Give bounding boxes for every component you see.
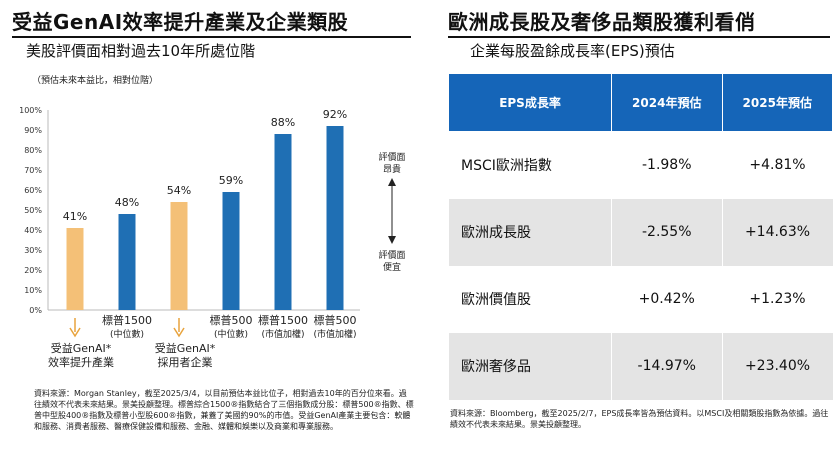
right-subtitle: 企業每股盈餘成長率(EPS)預估 [470, 42, 675, 60]
right-title: 歐洲成長股及奢侈品類股獲利看俏 [448, 10, 756, 34]
x-tick-sublabel: (中位數) [110, 328, 144, 340]
eps-header-2025: 2025年預估 [721, 73, 833, 132]
y-tick-label: 60% [24, 186, 42, 195]
right-title-rule [448, 36, 830, 38]
y-tick-label: 10% [24, 286, 42, 295]
row-name: 歐洲成長股 [447, 198, 612, 266]
callout-line2: 採用者企業 [158, 355, 213, 369]
callout-line1: 受益GenAI* [155, 341, 216, 355]
bar [66, 228, 84, 310]
y-tick-label: 100% [19, 106, 42, 115]
side-arrow-up [388, 178, 396, 186]
side-top-line1: 評價面 [378, 151, 405, 163]
y-tick-label: 50% [24, 206, 42, 215]
callout-line2: 效率提升產業 [48, 355, 114, 369]
x-tick-label: 標普500 [314, 313, 357, 327]
row-name: 歐洲價值股 [447, 265, 612, 333]
x-tick-label: 標普500 [210, 313, 253, 327]
x-tick-sublabel: (中位數) [214, 328, 248, 340]
bar-value-label: 88% [271, 116, 295, 129]
eps-table-header-row: EPS成長率 2024年預估 2025年預估 [447, 73, 833, 132]
callout-arrow-head [173, 327, 185, 338]
callout-arrow-head [69, 327, 81, 338]
bar [118, 214, 136, 310]
y-tick-label: 40% [24, 226, 42, 235]
eps-table: EPS成長率 2024年預估 2025年預估 MSCI歐洲指數 -1.98% +… [447, 73, 833, 400]
bar [170, 202, 188, 310]
y-tick-label: 80% [24, 146, 42, 155]
row-2025: +1.23% [721, 265, 833, 333]
side-top-line2: 昂貴 [383, 163, 401, 175]
left-subtitle: 美股評價面相對過去10年所處位階 [26, 42, 256, 60]
left-source-note: 資料來源：Morgan Stanley，截至2025/3/4，以目前預估本益比位… [34, 389, 414, 431]
bar-value-label: 41% [63, 210, 87, 223]
side-bottom-line2: 便宜 [383, 261, 401, 273]
row-2025: +14.63% [721, 198, 833, 266]
y-tick-label: 70% [24, 166, 42, 175]
right-source-note: 資料來源：Bloomberg，截至2025/2/7，EPS成長率皆為預估資料。以… [450, 409, 829, 429]
bar [274, 134, 292, 310]
table-row: 歐洲奢侈品 -14.97% +23.40% [447, 332, 833, 400]
bar [326, 126, 344, 310]
row-name: 歐洲奢侈品 [447, 332, 612, 400]
left-note: （預估未來本益比，相對位階） [32, 76, 159, 86]
row-2024: +0.42% [611, 265, 722, 333]
row-2025: +23.40% [721, 332, 833, 400]
left-panel: 受益GenAI效率提升產業及企業類股 美股評價面相對過去10年所處位階 （預估未… [12, 10, 414, 431]
right-panel: 歐洲成長股及奢侈品類股獲利看俏 企業每股盈餘成長率(EPS)預估 EPS成長率 … [430, 0, 838, 452]
bar-value-label: 54% [167, 184, 191, 197]
row-2024: -14.97% [611, 332, 722, 400]
side-bottom-line1: 評價面 [378, 249, 405, 261]
y-tick-label: 20% [24, 266, 42, 275]
row-2024: -2.55% [611, 198, 722, 266]
eps-header-2024: 2024年預估 [611, 73, 723, 132]
row-2024: -1.98% [611, 131, 722, 199]
x-tick-label: 標普1500 [102, 313, 152, 327]
bar [222, 192, 240, 310]
left-title: 受益GenAI效率提升產業及企業類股 [12, 10, 349, 34]
side-arrow-down [388, 236, 396, 244]
y-tick-label: 90% [24, 126, 42, 135]
table-row: 歐洲成長股 -2.55% +14.63% [447, 198, 833, 266]
bar-value-label: 59% [219, 174, 243, 187]
bar-value-label: 92% [323, 108, 347, 121]
eps-header-label: EPS成長率 [447, 73, 613, 132]
y-tick-label: 30% [24, 246, 42, 255]
row-name: MSCI歐洲指數 [447, 131, 612, 199]
bar-value-label: 48% [115, 196, 139, 209]
x-tick-sublabel: (市值加權) [261, 328, 304, 340]
x-tick-sublabel: (市值加權) [313, 328, 356, 340]
y-tick-label: 0% [29, 306, 42, 315]
x-tick-label: 標普1500 [258, 313, 308, 327]
callout-line1: 受益GenAI* [51, 341, 112, 355]
table-row: 歐洲價值股 +0.42% +1.23% [447, 265, 833, 333]
row-2025: +4.81% [721, 131, 833, 199]
table-row: MSCI歐洲指數 -1.98% +4.81% [447, 131, 833, 199]
valuation-bar-chart: 0% 10% 20% 30% 40% 50% 60% 70% 80% 90% 100% 41% 48% 5… [19, 106, 405, 369]
left-title-rule [12, 36, 411, 38]
